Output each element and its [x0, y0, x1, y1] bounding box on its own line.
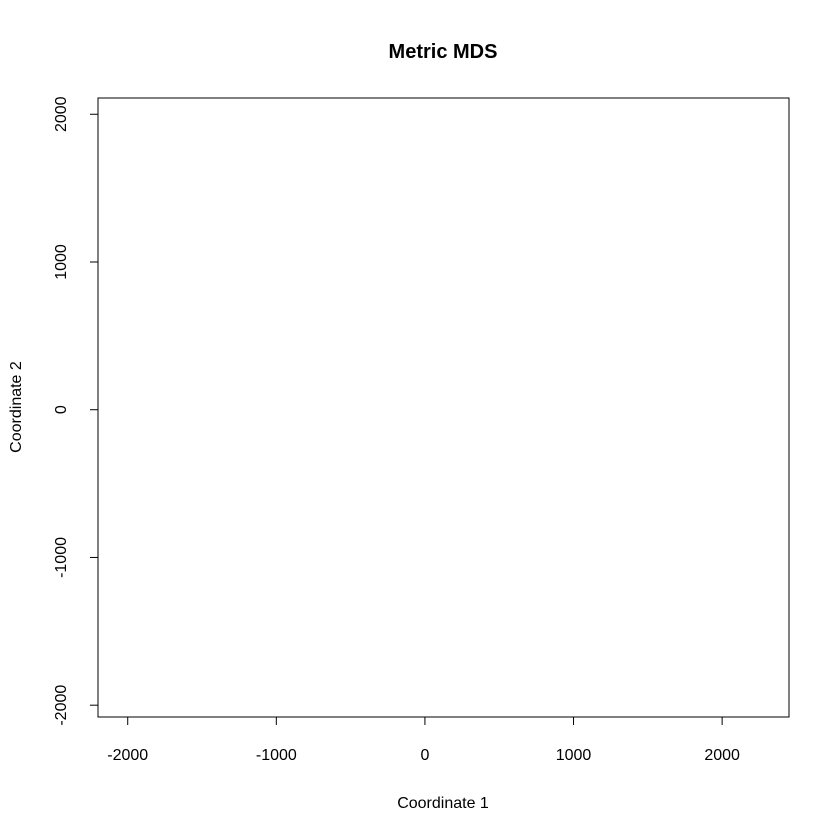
y-tick-label: -2000	[53, 685, 70, 726]
y-axis-label: Coordinate 2	[8, 361, 25, 453]
x-axis: -2000 -1000 0 1000 2000	[107, 716, 740, 764]
y-tick-label: 1000	[53, 244, 70, 280]
chart-title: Metric MDS	[389, 41, 498, 63]
x-tick-label: -2000	[107, 747, 148, 764]
x-tick-label: 0	[420, 747, 429, 764]
y-tick-label: 0	[53, 405, 70, 414]
x-axis-label: Coordinate 1	[397, 795, 489, 812]
plot-frame	[97, 97, 790, 718]
x-tick-label: -1000	[256, 747, 297, 764]
y-tick-label: 2000	[53, 96, 70, 132]
x-tick-label: 2000	[704, 747, 740, 764]
y-tick-label: -1000	[53, 537, 70, 578]
y-axis: -2000 -1000 0 1000 2000	[53, 96, 99, 726]
x-tick-label: 1000	[556, 747, 592, 764]
